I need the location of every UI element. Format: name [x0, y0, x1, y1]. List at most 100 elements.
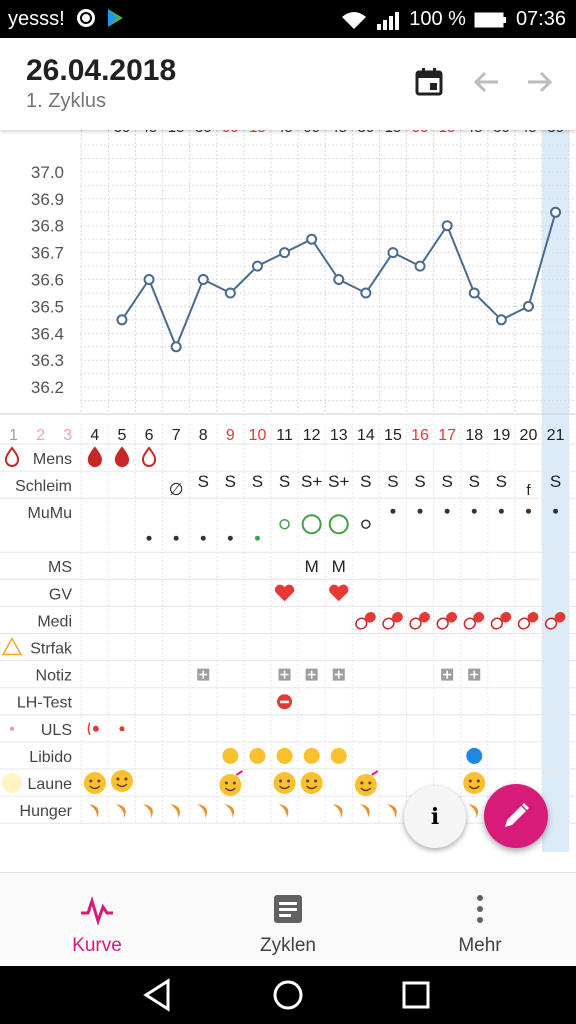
croissant-icon: [170, 804, 180, 819]
mens-light-icon: [141, 446, 157, 467]
face-mouth: [116, 783, 128, 788]
heartbeat-icon: [81, 896, 113, 926]
row-label-libido: Libido: [29, 749, 72, 766]
row-label-laune: Laune: [28, 776, 73, 793]
temperature-point[interactable]: [116, 314, 128, 326]
mumu-circle-large: [301, 514, 322, 535]
schleim-value: S+: [301, 472, 322, 491]
nav-mehr[interactable]: Mehr: [405, 873, 555, 967]
mumu-dot-high: [417, 508, 423, 514]
temperature-point[interactable]: [441, 220, 453, 232]
temperature-point[interactable]: [414, 260, 426, 272]
highlight-column: [542, 130, 570, 852]
calendar-button[interactable]: [411, 64, 447, 100]
croissant-icon: [386, 804, 397, 819]
temperature-point[interactable]: [333, 274, 345, 285]
signal-icon: [377, 11, 400, 30]
time-label: 45: [466, 130, 483, 136]
home-icon[interactable]: [268, 975, 308, 1015]
pill-half-white: [490, 617, 504, 630]
libido-dot: [249, 747, 266, 764]
pill-half-white: [436, 617, 449, 630]
cycle-subtitle: 1. Zyklus: [26, 90, 107, 112]
pill-icon: [544, 611, 566, 630]
libido-dot: [222, 747, 239, 764]
day-label: 14: [357, 427, 375, 444]
pill-half-white: [463, 617, 476, 630]
croissant-icon: [224, 804, 235, 819]
face-mouth: [224, 787, 236, 792]
row-label-medi: Medi: [37, 613, 72, 630]
note-plus: [470, 670, 479, 679]
y-tick-label: 36.7: [31, 244, 64, 263]
recents-icon[interactable]: [396, 975, 436, 1015]
temperature-point[interactable]: [387, 247, 399, 259]
temperature-point[interactable]: [360, 287, 372, 299]
temperature-point[interactable]: [306, 233, 318, 245]
chart-svg[interactable]: 304515300015450045301500154530453037.036…: [0, 130, 576, 852]
temperature-point[interactable]: [522, 300, 534, 312]
croissant-icon: [115, 804, 126, 819]
info-button[interactable]: i: [404, 786, 466, 848]
row-label-lh-test: LH-Test: [17, 695, 73, 712]
next-button[interactable]: [522, 64, 558, 100]
time-label: 45: [330, 130, 347, 136]
mens-heavy-icon: [87, 446, 102, 467]
ms-value: M: [332, 557, 346, 576]
nav-kurve[interactable]: Kurve: [22, 873, 172, 967]
face-zzz: [371, 770, 379, 776]
edit-button[interactable]: [484, 784, 548, 848]
mumu-dot: [227, 535, 233, 541]
list-document-icon: [274, 895, 302, 923]
uls-ovary-icon: [92, 725, 99, 732]
cycle-chart[interactable]: 304515300015450045301500154530453037.036…: [0, 130, 576, 852]
schleim-value: S: [469, 472, 480, 491]
temperature-point[interactable]: [251, 260, 263, 272]
back-icon[interactable]: [138, 975, 178, 1015]
schleim-value: f: [526, 482, 531, 499]
croissant-icon: [88, 804, 99, 819]
schleim-value: S: [414, 472, 425, 491]
nav-zyklen[interactable]: Zyklen: [213, 873, 363, 967]
face-eye: [368, 781, 372, 785]
wifi-icon: [342, 11, 367, 29]
temperature-point[interactable]: [224, 287, 236, 299]
pill-icon: [490, 611, 512, 630]
time-label: 30: [195, 130, 212, 136]
time-label: 00: [412, 130, 429, 136]
previous-button[interactable]: [468, 64, 504, 100]
status-right: 100 % 07:36: [341, 8, 566, 31]
uls-wave: [87, 722, 91, 736]
temperature-point[interactable]: [170, 341, 182, 353]
face-eye: [89, 779, 93, 783]
day-label: 11: [276, 427, 293, 444]
pill-half-red: [364, 611, 376, 623]
pill-icon: [382, 611, 403, 630]
temperature-point[interactable]: [143, 274, 155, 285]
laune-legend-icon: [2, 773, 22, 793]
temperature-point[interactable]: [468, 287, 480, 299]
croissant-icon: [143, 804, 153, 819]
calendar-icon: [415, 68, 443, 96]
y-tick-label: 36.5: [31, 297, 64, 316]
temperature-point[interactable]: [279, 247, 291, 259]
temperature-point[interactable]: [197, 274, 209, 285]
face-eye: [116, 777, 120, 781]
page-title: 26.04.2018: [26, 54, 177, 87]
temperature-point[interactable]: [550, 206, 562, 218]
day-label: 2: [36, 427, 45, 444]
app-bar: 26.04.2018 1. Zyklus: [0, 38, 576, 130]
uls-legend-dot: [10, 726, 14, 731]
day-label: 1: [9, 427, 18, 444]
day-label: 4: [90, 427, 99, 444]
info-label: i: [430, 804, 440, 830]
mumu-dot-high: [525, 508, 531, 514]
arrow-left-icon: [473, 71, 498, 93]
note-plus: [334, 670, 343, 679]
grin-face-icon: [273, 772, 296, 794]
day-label: 7: [172, 427, 181, 444]
whatsapp-icon: [77, 9, 96, 27]
temperature-point[interactable]: [495, 314, 507, 326]
surprised-face-icon: [110, 770, 133, 792]
y-tick-label: 36.9: [31, 190, 64, 209]
